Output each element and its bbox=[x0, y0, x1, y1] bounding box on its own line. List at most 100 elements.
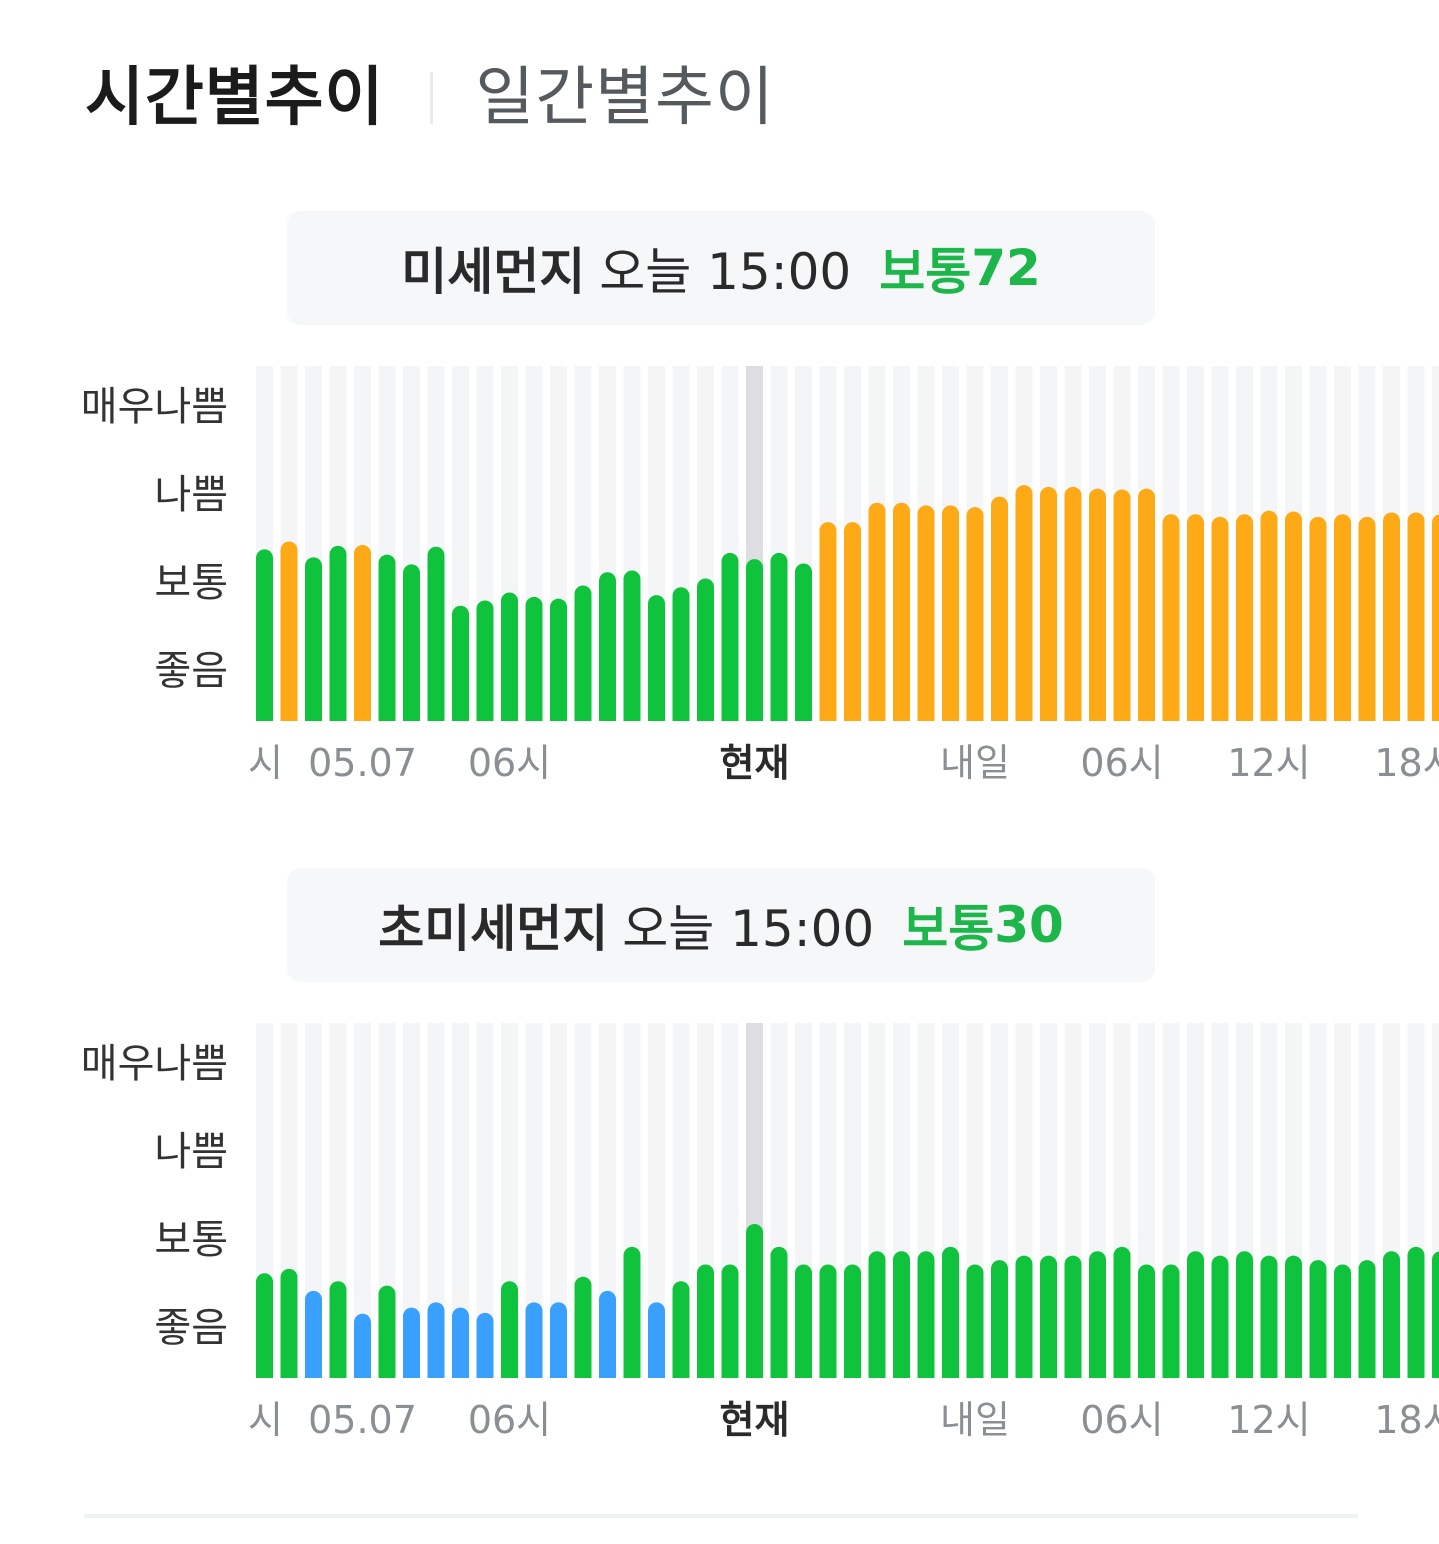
pm10-bar-18[interactable] bbox=[697, 578, 714, 721]
pm10-bar-5[interactable] bbox=[378, 554, 396, 721]
pm10-bar-10[interactable] bbox=[501, 592, 518, 721]
pm10-bar-25[interactable] bbox=[868, 502, 886, 721]
pm25-bar-34[interactable] bbox=[1089, 1251, 1106, 1378]
pm25-bar-3[interactable] bbox=[329, 1281, 347, 1378]
pm25-bar-22[interactable] bbox=[795, 1264, 812, 1378]
pm10-bar-24[interactable] bbox=[844, 522, 861, 721]
pm25-hourly-chart[interactable]: 시 05.07 06시 현재 내일 06시 12시 18시 bbox=[0, 1023, 1439, 1448]
pm10-bar-12[interactable] bbox=[550, 598, 567, 721]
pm10-bar-1[interactable] bbox=[280, 541, 298, 721]
pm10-bar-27[interactable] bbox=[917, 505, 935, 721]
pm25-bar-48[interactable] bbox=[1432, 1251, 1439, 1378]
pm25-bar-28[interactable] bbox=[942, 1246, 959, 1378]
pm10-bar-16[interactable] bbox=[648, 595, 665, 721]
pm10-bar-34[interactable] bbox=[1089, 488, 1106, 721]
pm25-bar-46[interactable] bbox=[1383, 1251, 1400, 1378]
pm25-bar-9[interactable] bbox=[476, 1312, 494, 1378]
pm25-bar-36[interactable] bbox=[1138, 1264, 1155, 1378]
pm10-bar-3[interactable] bbox=[329, 545, 347, 721]
pm10-bar-26[interactable] bbox=[893, 502, 910, 721]
pm25-bar-4[interactable] bbox=[354, 1313, 371, 1378]
pm10-bar-28[interactable] bbox=[942, 505, 959, 721]
pm25-bar-8[interactable] bbox=[452, 1307, 469, 1378]
pm25-bar-18[interactable] bbox=[697, 1264, 714, 1378]
pm10-bar-13[interactable] bbox=[574, 585, 592, 721]
pm25-bar-16[interactable] bbox=[648, 1302, 665, 1378]
pm10-bar-45[interactable] bbox=[1358, 516, 1376, 721]
pm25-bar-13[interactable] bbox=[574, 1276, 592, 1378]
pm25-bar-10[interactable] bbox=[501, 1281, 518, 1378]
pm10-bar-40[interactable] bbox=[1236, 514, 1253, 721]
pm10-bar-20[interactable] bbox=[746, 559, 763, 721]
pm25-bar-26[interactable] bbox=[893, 1251, 910, 1378]
pm10-bar-4[interactable] bbox=[354, 545, 371, 721]
pm25-bar-30[interactable] bbox=[991, 1260, 1008, 1378]
pm10-bar-17[interactable] bbox=[672, 587, 690, 721]
pm25-bar-31[interactable] bbox=[1015, 1255, 1033, 1378]
pm25-bar-24[interactable] bbox=[844, 1264, 861, 1378]
pm10-bar-31[interactable] bbox=[1015, 485, 1033, 721]
pm10-bar-29[interactable] bbox=[966, 507, 984, 721]
pm10-bar-15[interactable] bbox=[623, 570, 641, 721]
pm10-bar-7[interactable] bbox=[427, 546, 445, 721]
pm25-bar-12[interactable] bbox=[550, 1302, 567, 1378]
pm25-bar-21[interactable] bbox=[770, 1246, 788, 1378]
pm25-bar-14[interactable] bbox=[599, 1290, 616, 1378]
pm10-bar-33[interactable] bbox=[1064, 486, 1082, 721]
pm25-bar-47[interactable] bbox=[1407, 1246, 1425, 1378]
pm10-bar-0[interactable] bbox=[256, 549, 273, 721]
pm25-bar-40[interactable] bbox=[1236, 1251, 1253, 1378]
pm10-bar-21[interactable] bbox=[770, 552, 788, 721]
pm25-bar-43[interactable] bbox=[1309, 1260, 1327, 1378]
pm25-bar-45[interactable] bbox=[1358, 1260, 1376, 1378]
pm25-bar-7[interactable] bbox=[427, 1302, 445, 1378]
pm10-bar-43[interactable] bbox=[1309, 516, 1327, 721]
pm10-bar-22[interactable] bbox=[795, 563, 812, 721]
pm10-bar-41[interactable] bbox=[1260, 510, 1278, 721]
pm25-bar-41[interactable] bbox=[1260, 1255, 1278, 1378]
pm10-bar-36[interactable] bbox=[1138, 488, 1155, 721]
pm10-bar-38[interactable] bbox=[1187, 514, 1204, 721]
pm25-bar-5[interactable] bbox=[378, 1285, 396, 1378]
pm25-bar-37[interactable] bbox=[1162, 1264, 1180, 1378]
pm25-bar-17[interactable] bbox=[672, 1281, 690, 1378]
pm10-bar-42[interactable] bbox=[1285, 511, 1302, 721]
pm25-bar-19[interactable] bbox=[721, 1264, 739, 1378]
pm25-bar-1[interactable] bbox=[280, 1268, 298, 1378]
pm25-bar-35[interactable] bbox=[1113, 1246, 1131, 1378]
pm10-bar-46[interactable] bbox=[1383, 512, 1400, 721]
pm10-bar-30[interactable] bbox=[991, 496, 1008, 721]
pm25-bar-2[interactable] bbox=[305, 1290, 322, 1378]
pm10-bar-14[interactable] bbox=[599, 572, 616, 721]
pm25-bar-25[interactable] bbox=[868, 1251, 886, 1378]
pm25-bar-20[interactable] bbox=[746, 1224, 763, 1378]
pm10-bar-44[interactable] bbox=[1334, 514, 1351, 721]
pm10-bar-23[interactable] bbox=[819, 522, 837, 721]
pm10-bar-8[interactable] bbox=[452, 605, 469, 721]
pm25-bar-38[interactable] bbox=[1187, 1251, 1204, 1378]
pm10-bar-6[interactable] bbox=[403, 564, 420, 721]
pm10-bar-2[interactable] bbox=[305, 557, 322, 721]
pm10-hourly-chart[interactable]: 시 05.07 06시 현재 내일 06시 12시 18시 bbox=[0, 366, 1439, 791]
pm10-bar-47[interactable] bbox=[1407, 512, 1425, 721]
pm10-bar-11[interactable] bbox=[525, 596, 543, 721]
pm25-bar-42[interactable] bbox=[1285, 1255, 1302, 1378]
pm25-bar-0[interactable] bbox=[256, 1273, 273, 1378]
pm25-bar-29[interactable] bbox=[966, 1264, 984, 1378]
pm25-bar-27[interactable] bbox=[917, 1251, 935, 1378]
pm10-bar-9[interactable] bbox=[476, 600, 494, 721]
pm10-bar-32[interactable] bbox=[1040, 486, 1057, 721]
pm25-bar-39[interactable] bbox=[1211, 1255, 1229, 1378]
pm10-bar-35[interactable] bbox=[1113, 489, 1131, 721]
tab-daily-trend[interactable]: 일간별추이 bbox=[475, 61, 775, 135]
tab-hourly-trend[interactable]: 시간별추이 bbox=[85, 61, 385, 135]
pm25-bar-11[interactable] bbox=[525, 1302, 543, 1378]
pm10-bar-37[interactable] bbox=[1162, 514, 1180, 721]
pm25-bar-23[interactable] bbox=[819, 1264, 837, 1378]
pm25-bar-32[interactable] bbox=[1040, 1255, 1057, 1378]
pm10-bar-19[interactable] bbox=[721, 552, 739, 721]
pm25-bar-15[interactable] bbox=[623, 1246, 641, 1378]
pm25-bar-33[interactable] bbox=[1064, 1255, 1082, 1378]
pm10-bar-39[interactable] bbox=[1211, 516, 1229, 721]
pm10-bar-48[interactable] bbox=[1432, 514, 1439, 721]
